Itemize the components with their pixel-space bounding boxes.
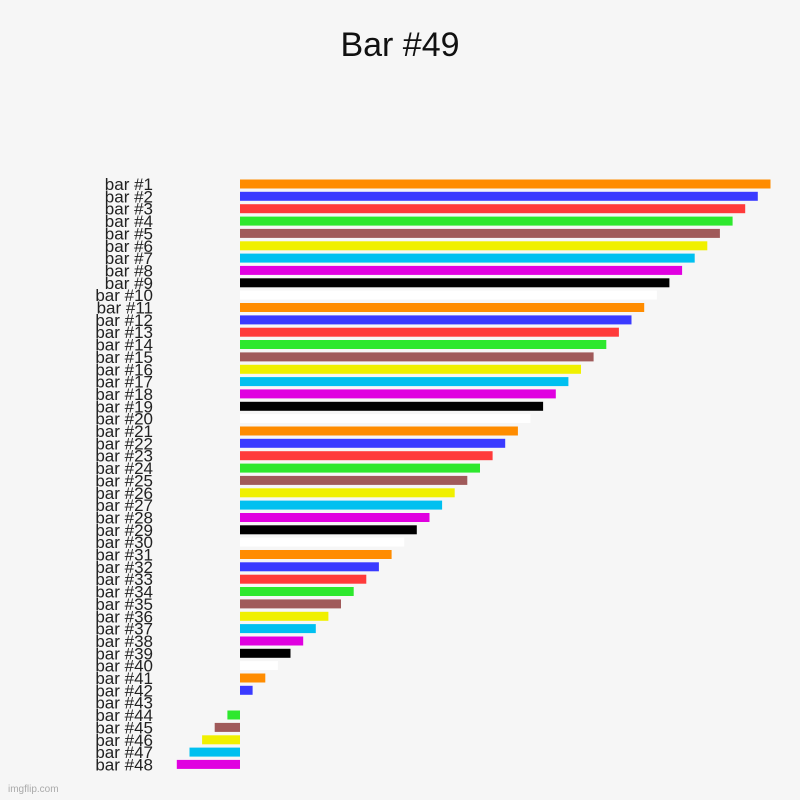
category-label-20: bar #20: [95, 410, 153, 429]
category-label-14: bar #14: [95, 336, 153, 355]
category-label-33: bar #33: [95, 570, 153, 589]
category-label-34: bar #34: [95, 583, 153, 602]
category-label-27: bar #27: [95, 496, 153, 515]
bar-41: [240, 673, 266, 683]
bar-25: [240, 475, 468, 485]
bar-14: [240, 340, 607, 349]
category-label-24: bar #24: [95, 459, 153, 478]
bar-15: [240, 352, 594, 362]
bar-28: [240, 513, 430, 522]
bar-20: [240, 414, 531, 424]
category-label-42: bar #42: [95, 681, 153, 700]
category-label-48: bar #48: [95, 755, 153, 774]
bar-1: [240, 179, 771, 189]
bar-31: [240, 550, 392, 559]
bar-13: [240, 327, 619, 337]
bar-17: [240, 377, 569, 387]
category-label-1: bar #1: [105, 175, 153, 194]
bar-18: [240, 389, 556, 399]
category-label-16: bar #16: [95, 360, 153, 379]
bar-24: [240, 463, 480, 473]
category-label-21: bar #21: [95, 422, 153, 441]
bar-19: [240, 401, 544, 411]
chart-title: Bar #49: [340, 26, 460, 64]
bar-35: [240, 599, 341, 609]
category-label-35: bar #35: [95, 595, 153, 614]
category-label-13: bar #13: [95, 323, 153, 342]
category-label-12: bar #12: [95, 311, 153, 330]
category-label-15: bar #15: [95, 348, 153, 367]
category-label-7: bar #7: [105, 249, 153, 268]
category-label-43: bar #43: [95, 694, 153, 713]
category-label-9: bar #9: [105, 274, 153, 293]
bar-11: [240, 303, 645, 312]
bar-12: [240, 315, 632, 325]
category-label-2: bar #2: [105, 187, 153, 206]
category-label-10: bar #10: [95, 286, 153, 305]
category-label-36: bar #36: [95, 607, 153, 626]
bar-16: [240, 364, 581, 374]
category-label-30: bar #30: [95, 533, 153, 552]
bar-34: [240, 587, 354, 596]
bar-46: [202, 735, 240, 745]
bar-21: [240, 426, 518, 436]
category-label-32: bar #32: [95, 558, 153, 577]
bar-7: [240, 253, 695, 263]
category-label-4: bar #4: [105, 212, 153, 231]
bar-40: [240, 661, 278, 671]
bar-30: [240, 537, 405, 547]
category-label-46: bar #46: [95, 731, 153, 750]
bar-26: [240, 488, 455, 498]
category-label-18: bar #18: [95, 385, 153, 404]
category-label-37: bar #37: [95, 620, 153, 639]
bar-23: [240, 451, 493, 461]
bar-36: [240, 611, 329, 621]
category-label-22: bar #22: [95, 434, 153, 453]
bar-8: [240, 265, 683, 275]
category-label-6: bar #6: [105, 237, 153, 256]
category-label-47: bar #47: [95, 743, 153, 762]
bar-33: [240, 574, 367, 584]
bar-6: [240, 241, 708, 251]
category-label-41: bar #41: [95, 669, 153, 688]
category-label-11: bar #11: [97, 299, 153, 318]
category-label-5: bar #5: [105, 224, 153, 243]
bar-42: [240, 685, 253, 695]
bar-9: [240, 278, 670, 288]
category-label-31: bar #31: [95, 546, 153, 565]
category-label-26: bar #26: [95, 484, 153, 503]
bar-32: [240, 562, 379, 572]
bar-2: [240, 191, 758, 201]
imgflip-watermark: imgflip.com: [8, 784, 59, 795]
category-label-39: bar #39: [95, 644, 153, 663]
category-label-17: bar #17: [95, 373, 153, 392]
bar-29: [240, 525, 417, 535]
bar-22: [240, 438, 506, 448]
category-label-19: bar #19: [95, 397, 153, 416]
bar-39: [240, 648, 291, 658]
category-label-40: bar #40: [95, 657, 153, 676]
bar-47: [189, 747, 240, 757]
bar-48: [176, 759, 240, 769]
category-label-23: bar #23: [95, 447, 153, 466]
category-label-29: bar #29: [95, 521, 153, 540]
bar-10: [240, 290, 657, 300]
bar-38: [240, 636, 304, 646]
category-label-3: bar #3: [105, 200, 153, 219]
category-label-28: bar #28: [95, 509, 153, 528]
bar-3: [240, 204, 746, 214]
bar-5: [240, 228, 720, 238]
bar-27: [240, 500, 443, 510]
bar-45: [214, 722, 240, 732]
category-label-44: bar #44: [95, 706, 153, 725]
category-label-8: bar #8: [105, 261, 153, 280]
bar-37: [240, 624, 316, 634]
category-label-25: bar #25: [95, 471, 153, 490]
bar-44: [227, 710, 240, 720]
category-label-38: bar #38: [95, 632, 153, 651]
category-label-45: bar #45: [95, 718, 153, 737]
bar-4: [240, 216, 733, 226]
